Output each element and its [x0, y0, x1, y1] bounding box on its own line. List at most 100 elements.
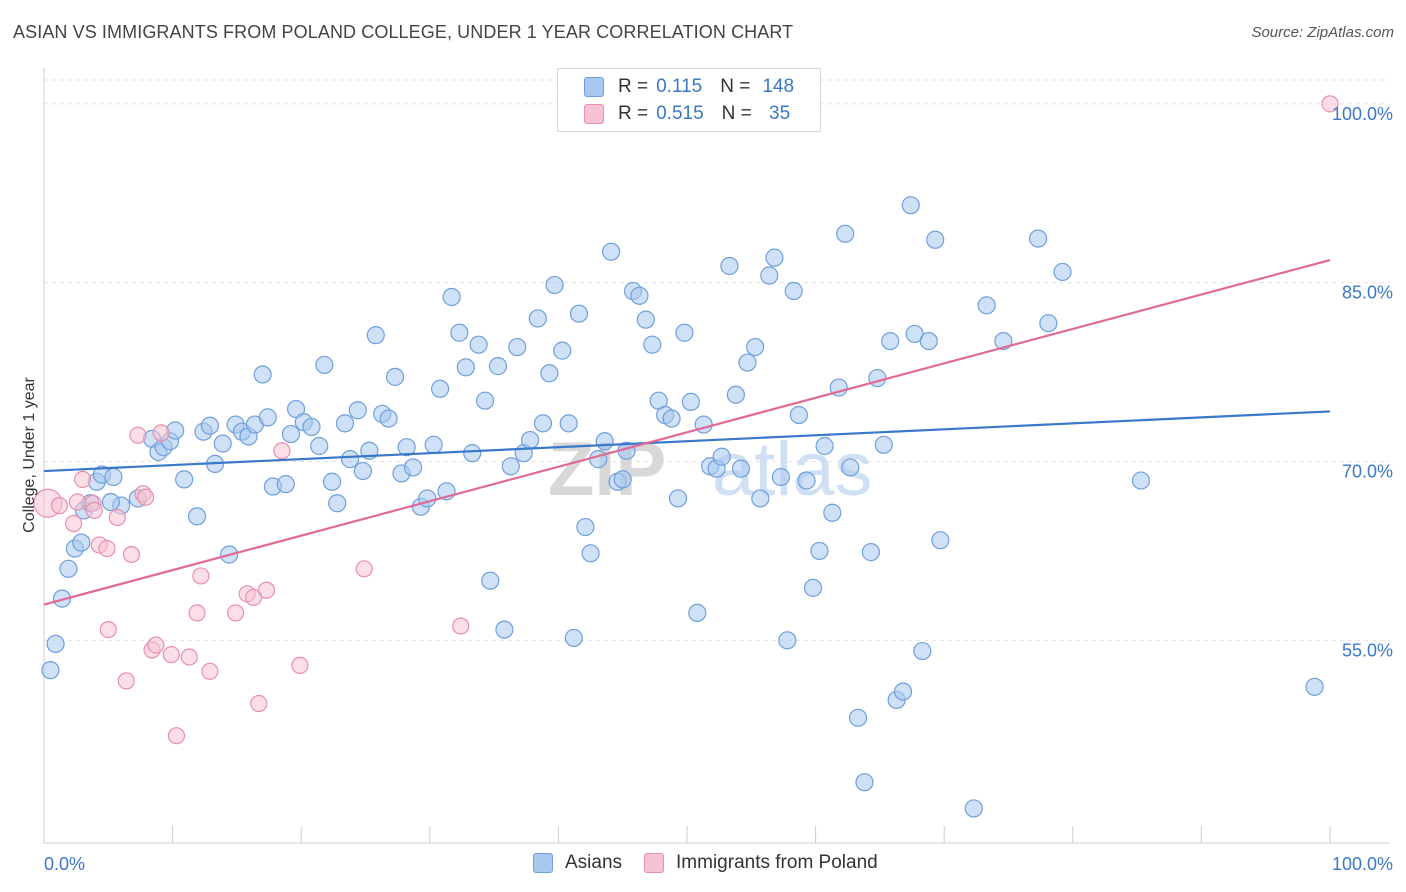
poland-point: [73, 470, 92, 488]
asian-point: [469, 335, 488, 354]
asian-point: [104, 467, 123, 487]
asian-point: [901, 196, 920, 215]
series-name-poland: Immigrants from Poland: [676, 852, 878, 873]
poland-point: [162, 646, 180, 664]
asian-point: [302, 417, 321, 437]
poland-point: [122, 545, 141, 564]
asian-point: [553, 341, 572, 360]
asian-point: [731, 459, 751, 478]
asian-point: [101, 492, 120, 512]
asian-point: [59, 559, 78, 578]
asian-point: [559, 414, 578, 433]
asian-point: [778, 631, 797, 650]
asian-point: [508, 337, 527, 357]
data-points: [33, 95, 1339, 818]
poland-point: [355, 560, 373, 578]
y-tick-label: 85.0%: [1342, 283, 1393, 303]
poland-point: [98, 539, 116, 558]
asian-point: [340, 450, 360, 469]
poland-point: [64, 514, 83, 533]
asian-point: [931, 531, 950, 550]
asian-point: [771, 467, 790, 487]
asian-point: [315, 355, 334, 375]
poland-point: [291, 656, 309, 674]
asian-point: [720, 256, 739, 276]
asian-point: [681, 392, 700, 411]
asian-point: [1305, 677, 1324, 696]
asian-point: [276, 475, 295, 494]
asian-point: [353, 461, 373, 481]
asian-point: [765, 248, 784, 267]
asian-point: [475, 391, 495, 410]
asian-point: [258, 408, 277, 427]
asian-point: [187, 507, 207, 526]
legend-r-value: 0.515: [656, 103, 704, 124]
asian-point: [841, 458, 860, 477]
poland-point: [167, 727, 186, 745]
poland-point: [180, 648, 198, 666]
stats-legend: R = 0.115 N = 148 R = 0.515 N = 35: [557, 68, 821, 132]
asian-trend-line: [43, 410, 1331, 473]
asian-point: [977, 296, 996, 315]
poland-point: [201, 662, 219, 680]
grid-lines: [44, 79, 1390, 641]
asian-point: [385, 367, 405, 386]
asian-point: [450, 323, 469, 342]
poland-trend-line: [43, 258, 1331, 606]
poland-point: [227, 604, 245, 622]
asian-point: [281, 424, 301, 444]
asian-point: [797, 471, 816, 490]
legend-n-value: 148: [762, 76, 795, 97]
asian-point: [662, 409, 681, 428]
source-label: Source: ZipAtlas.com: [1251, 24, 1394, 41]
legend-swatch-poland: [584, 104, 604, 124]
legend-r-value: 0.115: [656, 76, 703, 97]
y-axis-label: College, Under 1 year: [21, 377, 38, 533]
asian-point: [545, 275, 564, 295]
legend-n-value: 35: [763, 103, 791, 124]
asian-point: [533, 414, 553, 433]
legend-r-label: R =: [618, 76, 649, 97]
y-tick-label: 70.0%: [1342, 462, 1393, 482]
asian-point: [322, 472, 342, 491]
asian-point: [810, 541, 829, 561]
asian-point: [41, 661, 60, 680]
asian-point: [789, 405, 808, 425]
series-swatch-poland: [644, 853, 665, 873]
asian-point: [481, 571, 500, 590]
asian-point: [1028, 229, 1048, 248]
asian-point: [175, 470, 194, 489]
asian-point: [688, 603, 707, 623]
poland-point: [452, 617, 470, 635]
series-legend-asians[interactable]: Asians: [533, 852, 622, 874]
legend-swatch-asians: [584, 77, 604, 97]
series-legend-poland[interactable]: Immigrants from Poland: [644, 852, 878, 874]
asian-point: [424, 435, 443, 454]
asian-point: [668, 489, 688, 508]
y-tick-label: 100.0%: [1332, 104, 1393, 124]
poland-point: [147, 636, 165, 654]
asian-point: [200, 416, 219, 435]
poland-point: [108, 508, 126, 527]
poland-point: [1321, 95, 1339, 113]
asian-point: [456, 358, 475, 377]
poland-point: [99, 620, 117, 639]
asian-point: [905, 324, 924, 344]
asian-point: [576, 517, 595, 537]
chart-title: ASIAN VS IMMIGRANTS FROM POLAND COLLEGE,…: [13, 22, 794, 42]
x-tick-label: 0.0%: [44, 854, 85, 874]
asian-point: [751, 489, 770, 508]
asian-point: [1039, 314, 1058, 333]
legend-row-poland: R = 0.515 N = 35: [584, 102, 790, 126]
asian-point: [803, 578, 823, 597]
poland-point: [152, 424, 170, 442]
asian-point: [602, 242, 621, 261]
asian-point: [881, 331, 900, 351]
asian-point: [613, 470, 632, 489]
asian-point: [569, 304, 589, 323]
poland-point: [68, 493, 87, 511]
asian-point: [379, 409, 398, 428]
x-tick-label: 100.0%: [1332, 854, 1393, 874]
poland-point: [85, 501, 103, 519]
poland-point: [245, 588, 263, 607]
